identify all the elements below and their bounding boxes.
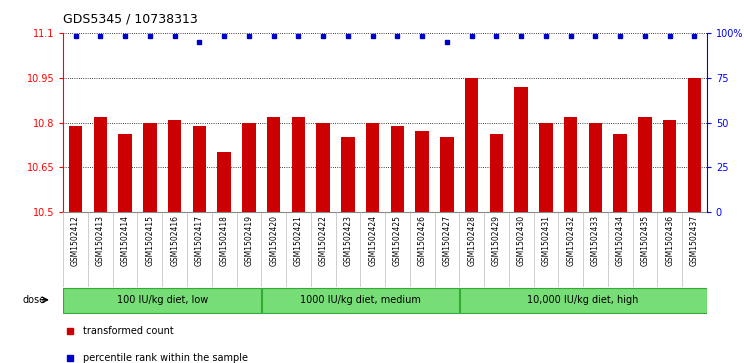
Bar bbox=[68, 126, 83, 212]
Bar bbox=[687, 78, 702, 212]
Bar bbox=[638, 117, 652, 212]
Text: GSM1502428: GSM1502428 bbox=[467, 215, 476, 266]
Text: GSM1502434: GSM1502434 bbox=[616, 215, 625, 266]
Text: GSM1502421: GSM1502421 bbox=[294, 215, 303, 266]
Bar bbox=[465, 78, 478, 212]
Bar bbox=[118, 135, 132, 212]
Bar bbox=[143, 122, 157, 212]
Text: percentile rank within the sample: percentile rank within the sample bbox=[83, 354, 248, 363]
FancyBboxPatch shape bbox=[460, 288, 707, 313]
Text: GSM1502425: GSM1502425 bbox=[393, 215, 402, 266]
Text: GSM1502416: GSM1502416 bbox=[170, 215, 179, 266]
Bar bbox=[440, 138, 454, 212]
Text: GSM1502417: GSM1502417 bbox=[195, 215, 204, 266]
Bar bbox=[168, 119, 182, 212]
Bar bbox=[193, 126, 206, 212]
Bar bbox=[292, 117, 305, 212]
Text: GSM1502415: GSM1502415 bbox=[145, 215, 154, 266]
Text: GSM1502432: GSM1502432 bbox=[566, 215, 575, 266]
Text: GSM1502419: GSM1502419 bbox=[244, 215, 254, 266]
Bar bbox=[589, 122, 602, 212]
Bar bbox=[267, 117, 280, 212]
Text: dose: dose bbox=[22, 295, 45, 305]
Bar bbox=[242, 122, 256, 212]
Text: 100 IU/kg diet, low: 100 IU/kg diet, low bbox=[117, 295, 208, 305]
Text: 1000 IU/kg diet, medium: 1000 IU/kg diet, medium bbox=[300, 295, 420, 305]
Text: GDS5345 / 10738313: GDS5345 / 10738313 bbox=[63, 13, 198, 26]
Text: GSM1502413: GSM1502413 bbox=[96, 215, 105, 266]
Text: GSM1502412: GSM1502412 bbox=[71, 215, 80, 266]
Bar bbox=[663, 119, 676, 212]
Text: GSM1502420: GSM1502420 bbox=[269, 215, 278, 266]
Bar bbox=[94, 117, 107, 212]
Text: GSM1502433: GSM1502433 bbox=[591, 215, 600, 266]
Bar bbox=[564, 117, 577, 212]
Bar bbox=[613, 135, 627, 212]
Text: GSM1502436: GSM1502436 bbox=[665, 215, 674, 266]
Bar bbox=[415, 131, 429, 212]
Text: GSM1502427: GSM1502427 bbox=[443, 215, 452, 266]
Text: GSM1502429: GSM1502429 bbox=[492, 215, 501, 266]
Bar bbox=[391, 126, 404, 212]
Text: GSM1502423: GSM1502423 bbox=[344, 215, 353, 266]
FancyBboxPatch shape bbox=[63, 288, 261, 313]
Bar bbox=[514, 86, 528, 212]
Text: GSM1502435: GSM1502435 bbox=[641, 215, 650, 266]
Text: GSM1502430: GSM1502430 bbox=[516, 215, 526, 266]
Bar bbox=[366, 122, 379, 212]
Bar bbox=[341, 138, 355, 212]
Bar bbox=[539, 122, 553, 212]
Text: GSM1502422: GSM1502422 bbox=[318, 215, 327, 266]
Text: GSM1502431: GSM1502431 bbox=[542, 215, 551, 266]
Bar bbox=[490, 135, 503, 212]
Text: GSM1502424: GSM1502424 bbox=[368, 215, 377, 266]
Text: GSM1502426: GSM1502426 bbox=[417, 215, 426, 266]
Text: GSM1502437: GSM1502437 bbox=[690, 215, 699, 266]
Bar bbox=[217, 152, 231, 212]
Text: 10,000 IU/kg diet, high: 10,000 IU/kg diet, high bbox=[527, 295, 639, 305]
Bar bbox=[316, 122, 330, 212]
Text: GSM1502418: GSM1502418 bbox=[219, 215, 228, 266]
Text: GSM1502414: GSM1502414 bbox=[121, 215, 129, 266]
Text: transformed count: transformed count bbox=[83, 326, 173, 336]
FancyBboxPatch shape bbox=[261, 288, 459, 313]
